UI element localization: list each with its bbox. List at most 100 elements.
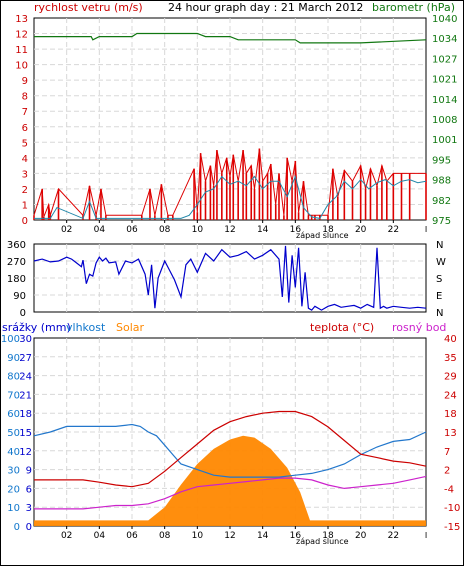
- pressure-tick-label: 1027: [432, 54, 457, 65]
- x-tick-label: 14: [257, 531, 269, 541]
- compass-tick-label: N: [436, 308, 443, 319]
- x-tick-label: 20: [355, 225, 367, 235]
- pressure-line: [34, 32, 427, 44]
- pressure-axis-label: barometr (hPa): [372, 1, 455, 14]
- wind-tick-label: 10: [15, 61, 28, 72]
- dewpoint-axis-label: rosný bod: [392, 321, 446, 334]
- x-tick-label: 04: [94, 225, 106, 235]
- temperature-tick-label: -10: [444, 503, 460, 514]
- temperature-tick-label: 18: [444, 409, 457, 420]
- rain-tick-label: 15: [19, 428, 32, 439]
- wind-tick-label: 12: [15, 30, 28, 41]
- temperature-line: [34, 410, 427, 488]
- humidity-tick-label: 60: [7, 409, 20, 420]
- x-tick-label: 08: [159, 225, 171, 235]
- humidity-tick-label: 70: [7, 390, 20, 401]
- solar-axis-label: Solar: [116, 321, 145, 334]
- wind-tick-label: 6: [22, 123, 28, 134]
- x-tick-label: 02: [61, 531, 72, 541]
- rain-tick-label: 30: [19, 334, 32, 345]
- x-tick-label: 18: [322, 225, 334, 235]
- x-tick-label: 04: [94, 531, 106, 541]
- humidity-tick-label: 10: [7, 503, 20, 514]
- x-tick-label: 20: [355, 531, 367, 541]
- direction-tick-label: 360: [7, 240, 26, 251]
- x-tick-label: 10: [192, 225, 204, 235]
- x-end-marker: I: [425, 531, 427, 540]
- temperature-axis-label: teplota (°C): [310, 321, 374, 334]
- x-tick-label: 06: [126, 531, 138, 541]
- compass-tick-label: E: [436, 291, 442, 302]
- wind-direction-line: [33, 245, 427, 311]
- humidity-tick-label: 100: [1, 334, 20, 345]
- rain-tick-label: 0: [26, 522, 32, 533]
- solar-area: [34, 435, 426, 526]
- pressure-tick-label: 1034: [432, 34, 457, 45]
- temperature-humidity-panel: 02 04 06 08 10 12 14 16 18 20 22 I03691215182124273…: [1, 334, 460, 541]
- rain-tick-label: 12: [19, 447, 32, 458]
- pressure-tick-label: 1021: [432, 75, 457, 86]
- direction-tick-label: 90: [13, 291, 26, 302]
- temperature-tick-label: 13: [444, 428, 457, 439]
- humidity-line: [33, 423, 427, 478]
- pressure-tick-label: 988: [432, 176, 451, 187]
- humidity-tick-label: 0: [14, 522, 20, 533]
- wind-pressure-panel: 02 04 06 08 10 12 14 16 18 20 22 I01234567891011121…: [15, 14, 457, 235]
- rain-tick-label: 3: [26, 503, 32, 514]
- wind-tick-label: 2: [22, 185, 28, 196]
- x-tick-label: 02: [61, 225, 72, 235]
- sunset-label-1: západ slunce: [296, 231, 349, 240]
- x-tick-label: 08: [159, 531, 171, 541]
- humidity-tick-label: 80: [7, 372, 20, 383]
- wind-tick-label: 4: [22, 154, 28, 165]
- x-tick-label: 12: [224, 531, 235, 541]
- rain-tick-label: 6: [26, 484, 32, 495]
- pressure-tick-label: 1040: [432, 14, 457, 25]
- wind-tick-label: 11: [15, 45, 28, 56]
- direction-tick-label: 270: [7, 257, 26, 268]
- pressure-tick-label: 995: [432, 155, 451, 166]
- humidity-tick-label: 20: [7, 484, 20, 495]
- humidity-tick-label: 90: [7, 353, 20, 364]
- temperature-tick-label: 24: [444, 390, 457, 401]
- direction-tick-label: 0: [20, 308, 26, 319]
- rain-tick-label: 24: [19, 372, 32, 383]
- temperature-tick-label: 7: [444, 447, 450, 458]
- humidity-tick-label: 50: [7, 428, 20, 439]
- temperature-tick-label: 40: [444, 334, 457, 345]
- wind-gust-line: [33, 148, 426, 218]
- direction-tick-label: 180: [7, 274, 26, 285]
- temperature-tick-label: 29: [444, 372, 457, 383]
- rain-tick-label: 21: [19, 390, 32, 401]
- x-tick-label: 10: [192, 531, 204, 541]
- humidity-tick-label: 30: [7, 466, 20, 477]
- x-tick-label: 16: [290, 225, 302, 235]
- rain-tick-label: 18: [19, 409, 32, 420]
- wind-tick-label: 13: [15, 14, 28, 25]
- x-tick-label: 22: [388, 531, 399, 541]
- x-tick-label: 16: [290, 531, 302, 541]
- dewpoint-line: [34, 475, 427, 510]
- temperature-tick-label: 35: [444, 353, 457, 364]
- chart-title: 24 hour graph day : 21 March 2012: [168, 1, 363, 14]
- wind-tick-label: 7: [22, 107, 28, 118]
- temperature-tick-label: -4: [444, 484, 454, 495]
- pressure-tick-label: 1008: [432, 115, 457, 126]
- wind-tick-label: 5: [22, 138, 28, 149]
- humidity-tick-label: 40: [7, 447, 20, 458]
- pressure-tick-label: 982: [432, 196, 451, 207]
- wind-tick-label: 1: [22, 200, 28, 211]
- compass-tick-label: S: [436, 274, 442, 285]
- pressure-tick-label: 1001: [432, 135, 457, 146]
- x-tick-label: 14: [257, 225, 269, 235]
- wind-avg-line: [34, 174, 427, 220]
- wind-axis-label: rychlost vetru (m/s): [34, 1, 143, 14]
- rain-tick-label: 9: [26, 466, 32, 477]
- x-tick-label: 18: [322, 531, 334, 541]
- wind-tick-label: 3: [22, 169, 28, 180]
- x-end-marker: I: [425, 225, 427, 234]
- sunset-label-2: západ slunce: [296, 537, 349, 546]
